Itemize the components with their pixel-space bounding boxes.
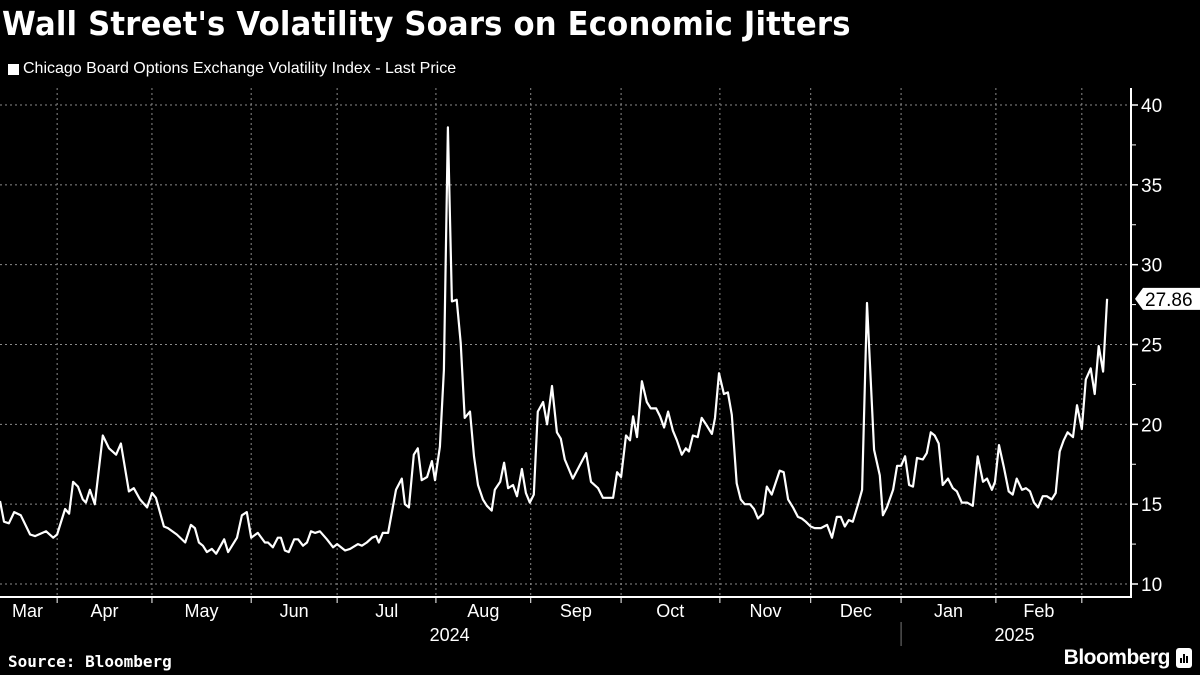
y-tick-label: 15 [1141, 495, 1162, 516]
month-label: Nov [750, 601, 782, 621]
bloomberg-chart-icon [1176, 648, 1192, 668]
axes [0, 88, 1138, 646]
y-tick-label: 10 [1141, 575, 1162, 596]
month-label: Mar [12, 601, 43, 621]
month-label: May [185, 601, 219, 621]
y-tick-label: 40 [1141, 96, 1162, 117]
brand-wordmark: Bloomberg [1063, 646, 1171, 669]
last-value-label: 27.86 [1145, 290, 1193, 311]
month-label: Jun [280, 601, 309, 621]
bloomberg-logo: Bloomberg [1064, 646, 1192, 670]
gridlines [0, 88, 1131, 597]
vix-line [0, 126, 1109, 555]
y-tick-label: 30 [1141, 256, 1162, 277]
year-label: 2025 [994, 625, 1034, 645]
month-label: Jul [375, 601, 398, 621]
series [0, 126, 1109, 555]
chart-title: Wall Street's Volatility Soars on Econom… [2, 4, 851, 43]
month-label: Jan [934, 601, 963, 621]
legend: Chicago Board Options Exchange Volatilit… [8, 60, 456, 78]
y-tick-label: 35 [1141, 176, 1162, 197]
month-label: Oct [656, 601, 684, 621]
source-note: Source: Bloomberg [8, 652, 172, 671]
month-label: Aug [467, 601, 499, 621]
month-label: Apr [91, 601, 119, 621]
y-tick-label: 20 [1141, 415, 1162, 436]
year-label: 2024 [430, 625, 470, 645]
month-label: Feb [1023, 601, 1054, 621]
last-value-badge [1135, 287, 1200, 310]
month-label: Sep [560, 601, 592, 621]
y-tick-label: 25 [1141, 336, 1162, 357]
legend-swatch [8, 63, 19, 75]
legend-label: Chicago Board Options Exchange Volatilit… [23, 60, 457, 77]
month-label: Dec [840, 601, 872, 621]
